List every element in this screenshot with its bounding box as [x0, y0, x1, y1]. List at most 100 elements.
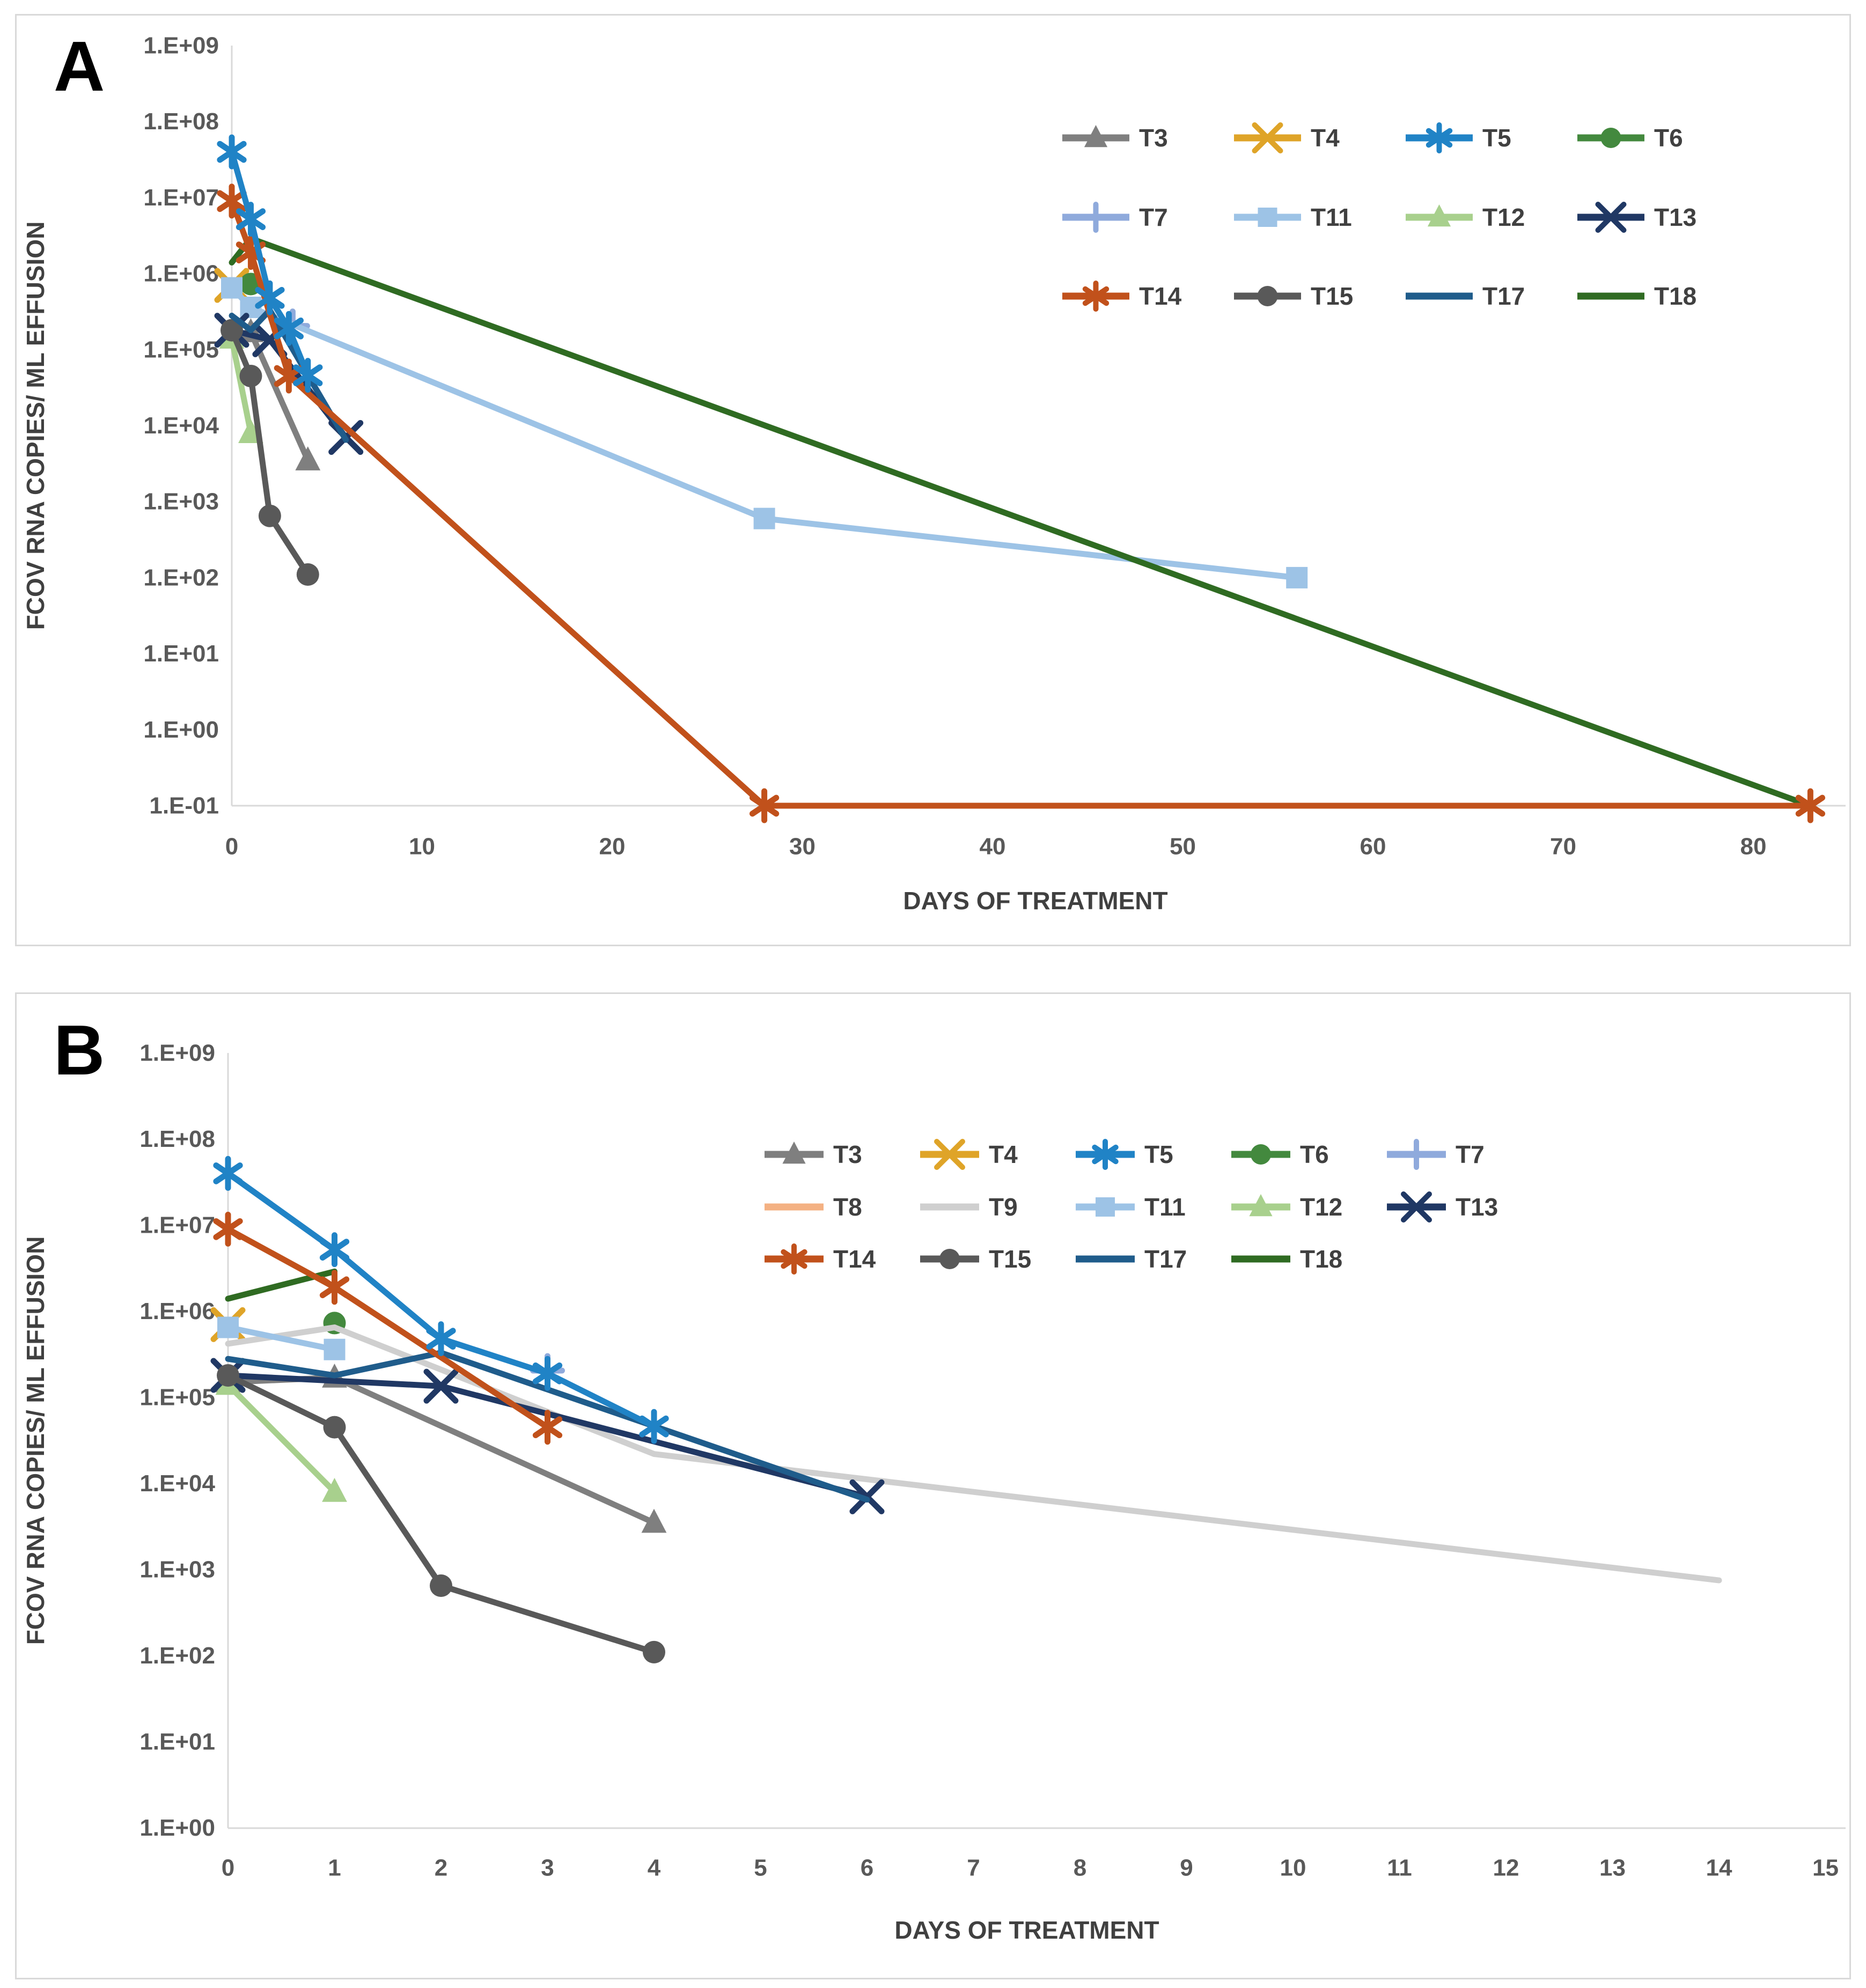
asterisk-marker: [236, 202, 266, 237]
legend-item-T12: T12: [1231, 1193, 1342, 1221]
x-tick-label: 2: [435, 1855, 447, 1881]
y-tick-label: 1.E+00: [139, 1815, 215, 1841]
svg-text:T15: T15: [1311, 282, 1353, 310]
asterisk-marker: [217, 134, 247, 170]
x-tick-label: 6: [861, 1855, 873, 1881]
asterisk-marker: [1795, 788, 1825, 823]
y-tick-label: 1.E+09: [139, 1040, 215, 1066]
legend-item-T13: T13: [1387, 1191, 1498, 1223]
x-marker: [423, 1368, 459, 1404]
circle-marker: [643, 1640, 665, 1663]
y-tick-label: 1.E+03: [139, 1557, 215, 1583]
series-T15: [221, 319, 319, 586]
square-marker: [217, 1316, 239, 1338]
svg-text:T4: T4: [1311, 124, 1340, 152]
asterisk-marker: [1082, 281, 1110, 312]
series-T15: [217, 1364, 665, 1663]
square-marker: [221, 277, 243, 299]
y-tick-label: 1.E+08: [139, 1126, 215, 1152]
asterisk-marker: [1426, 122, 1453, 153]
circle-marker: [258, 504, 281, 527]
y-tick-label: 1.E+01: [143, 640, 219, 667]
svg-text:T11: T11: [1311, 203, 1352, 231]
x-tick-label: 8: [1074, 1855, 1086, 1881]
legend-item-T12: T12: [1406, 203, 1525, 231]
asterisk-marker: [217, 183, 247, 219]
svg-text:T17: T17: [1482, 282, 1525, 310]
triangle-marker: [1249, 1194, 1273, 1217]
legend-item-T7: T7: [1387, 1139, 1485, 1170]
circle-marker: [217, 1364, 239, 1387]
svg-text:T11: T11: [1144, 1193, 1186, 1221]
triangle-marker: [322, 1478, 347, 1502]
legend-item-T4: T4: [920, 1139, 1018, 1170]
y-tick-label: 1.E+05: [139, 1385, 215, 1411]
legend-item-T7: T7: [1062, 202, 1168, 233]
y-axis-title: FCOV RNA COPIES/ ML EFFUSION: [21, 222, 49, 630]
y-tick-label: 1.E+04: [143, 413, 219, 439]
svg-text:T14: T14: [833, 1245, 876, 1273]
x-axis-title: DAYS OF TREATMENT: [903, 887, 1167, 915]
legend-item-T14: T14: [765, 1243, 876, 1275]
y-tick-label: 1.E+00: [143, 717, 219, 743]
x-tick-label: 0: [225, 834, 238, 860]
legend-item-T14: T14: [1062, 281, 1182, 312]
legend-item-T6: T6: [1577, 124, 1683, 152]
y-tick-label: 1.E+01: [139, 1729, 215, 1755]
asterisk-marker: [274, 311, 304, 346]
asterisk-marker: [213, 1155, 243, 1191]
x-tick-label: 20: [599, 834, 626, 860]
legend-item-T13: T13: [1577, 202, 1696, 233]
circle-marker: [296, 563, 319, 586]
svg-text:T9: T9: [989, 1193, 1018, 1221]
square-marker: [1096, 1197, 1115, 1217]
x-marker: [1595, 202, 1627, 233]
x-tick-label: 9: [1180, 1855, 1193, 1881]
y-tick-label: 1.E+09: [143, 33, 219, 59]
y-tick-label: 1.E+05: [143, 336, 219, 363]
x-tick-label: 7: [967, 1855, 980, 1881]
series-T14: [213, 1211, 563, 1445]
legend-item-T8: T8: [765, 1193, 862, 1221]
svg-text:T5: T5: [1144, 1140, 1173, 1168]
triangle-marker: [1427, 204, 1451, 227]
x-marker: [1401, 1191, 1432, 1223]
circle-marker: [939, 1249, 960, 1269]
square-marker: [753, 507, 775, 529]
x-tick-label: 70: [1550, 834, 1576, 860]
y-tick-label: 1.E+06: [139, 1298, 215, 1324]
x-tick-label: 12: [1493, 1855, 1519, 1881]
svg-text:T13: T13: [1654, 203, 1696, 231]
y-tick-label: 1.E-01: [149, 793, 219, 819]
svg-text:T7: T7: [1456, 1140, 1485, 1168]
asterisk-marker: [532, 1356, 563, 1391]
legend-item-T6: T6: [1231, 1140, 1329, 1168]
asterisk-marker: [319, 1232, 350, 1268]
svg-text:T18: T18: [1300, 1245, 1342, 1273]
legend-item-T3: T3: [765, 1140, 862, 1168]
chart-panel-b: 1.E+09 1.E+08 1.E+07 1.E+06 1.E+05 1.E+04 1.E+…: [21, 1040, 1846, 1944]
triangle-marker: [1084, 125, 1108, 148]
legend-item-T17: T17: [1076, 1245, 1187, 1273]
svg-text:T7: T7: [1139, 203, 1168, 231]
svg-text:T6: T6: [1300, 1140, 1329, 1168]
x-tick-label: 80: [1740, 834, 1767, 860]
y-tick-label: 1.E+02: [139, 1643, 215, 1669]
asterisk-marker: [1092, 1139, 1119, 1170]
y-tick-label: 1.E+04: [139, 1470, 215, 1497]
x-tick-label: 60: [1360, 834, 1386, 860]
y-tick-label: 1.E+06: [143, 261, 219, 287]
asterisk-marker: [319, 1270, 350, 1305]
legend-item-T11: T11: [1234, 203, 1352, 231]
x-tick-label: 10: [1280, 1855, 1306, 1881]
x-tick-label: 11: [1387, 1855, 1412, 1881]
circle-marker: [1600, 128, 1621, 148]
x-tick-label: 13: [1599, 1855, 1626, 1881]
series-T5: [213, 1155, 669, 1444]
y-tick-label: 1.E+02: [143, 564, 219, 591]
legend-item-T3: T3: [1062, 124, 1168, 152]
panel-b-letter: B: [54, 1011, 105, 1089]
circle-marker: [430, 1574, 452, 1597]
